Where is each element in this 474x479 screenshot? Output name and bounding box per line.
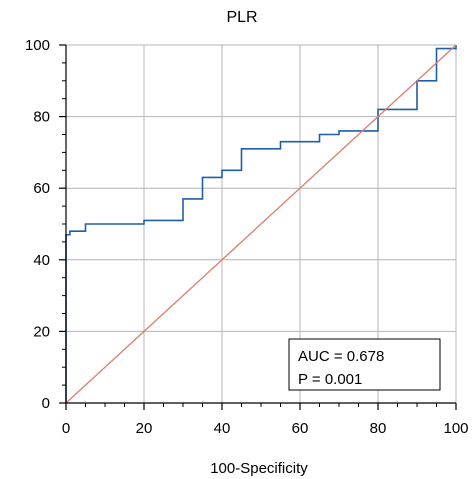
tick-labels: 0 20 40 60 80 100 0 20 40 60 80 100 [25,37,469,437]
axes [59,44,457,410]
x-tick-label: 100 [443,420,468,437]
x-axis-label: 100-Specificity [210,460,308,477]
reference-diagonal-line [65,44,457,404]
x-tick-label: 20 [136,420,153,437]
y-tick-label: 80 [33,109,50,126]
x-tick-label: 80 [370,420,387,437]
x-tick-label: 40 [214,420,231,437]
y-tick-label: 40 [33,252,50,269]
y-tick-label: 60 [33,180,50,197]
chart-title: PLR [226,9,257,26]
y-tick-label: 100 [25,37,50,54]
auc-annotation: AUC = 0.678 P = 0.001 [288,338,441,391]
auc-text: AUC = 0.678 [298,348,384,365]
x-tick-label: 60 [292,420,309,437]
y-tick-label: 20 [33,323,50,340]
annotation-frame [288,338,441,391]
x-tick-label: 0 [62,420,70,437]
y-tick-label: 0 [42,395,50,412]
roc-curve-line [65,45,457,403]
grid-lines [66,44,457,403]
series-layer [65,44,457,404]
p-value-text: P = 0.001 [298,371,362,388]
